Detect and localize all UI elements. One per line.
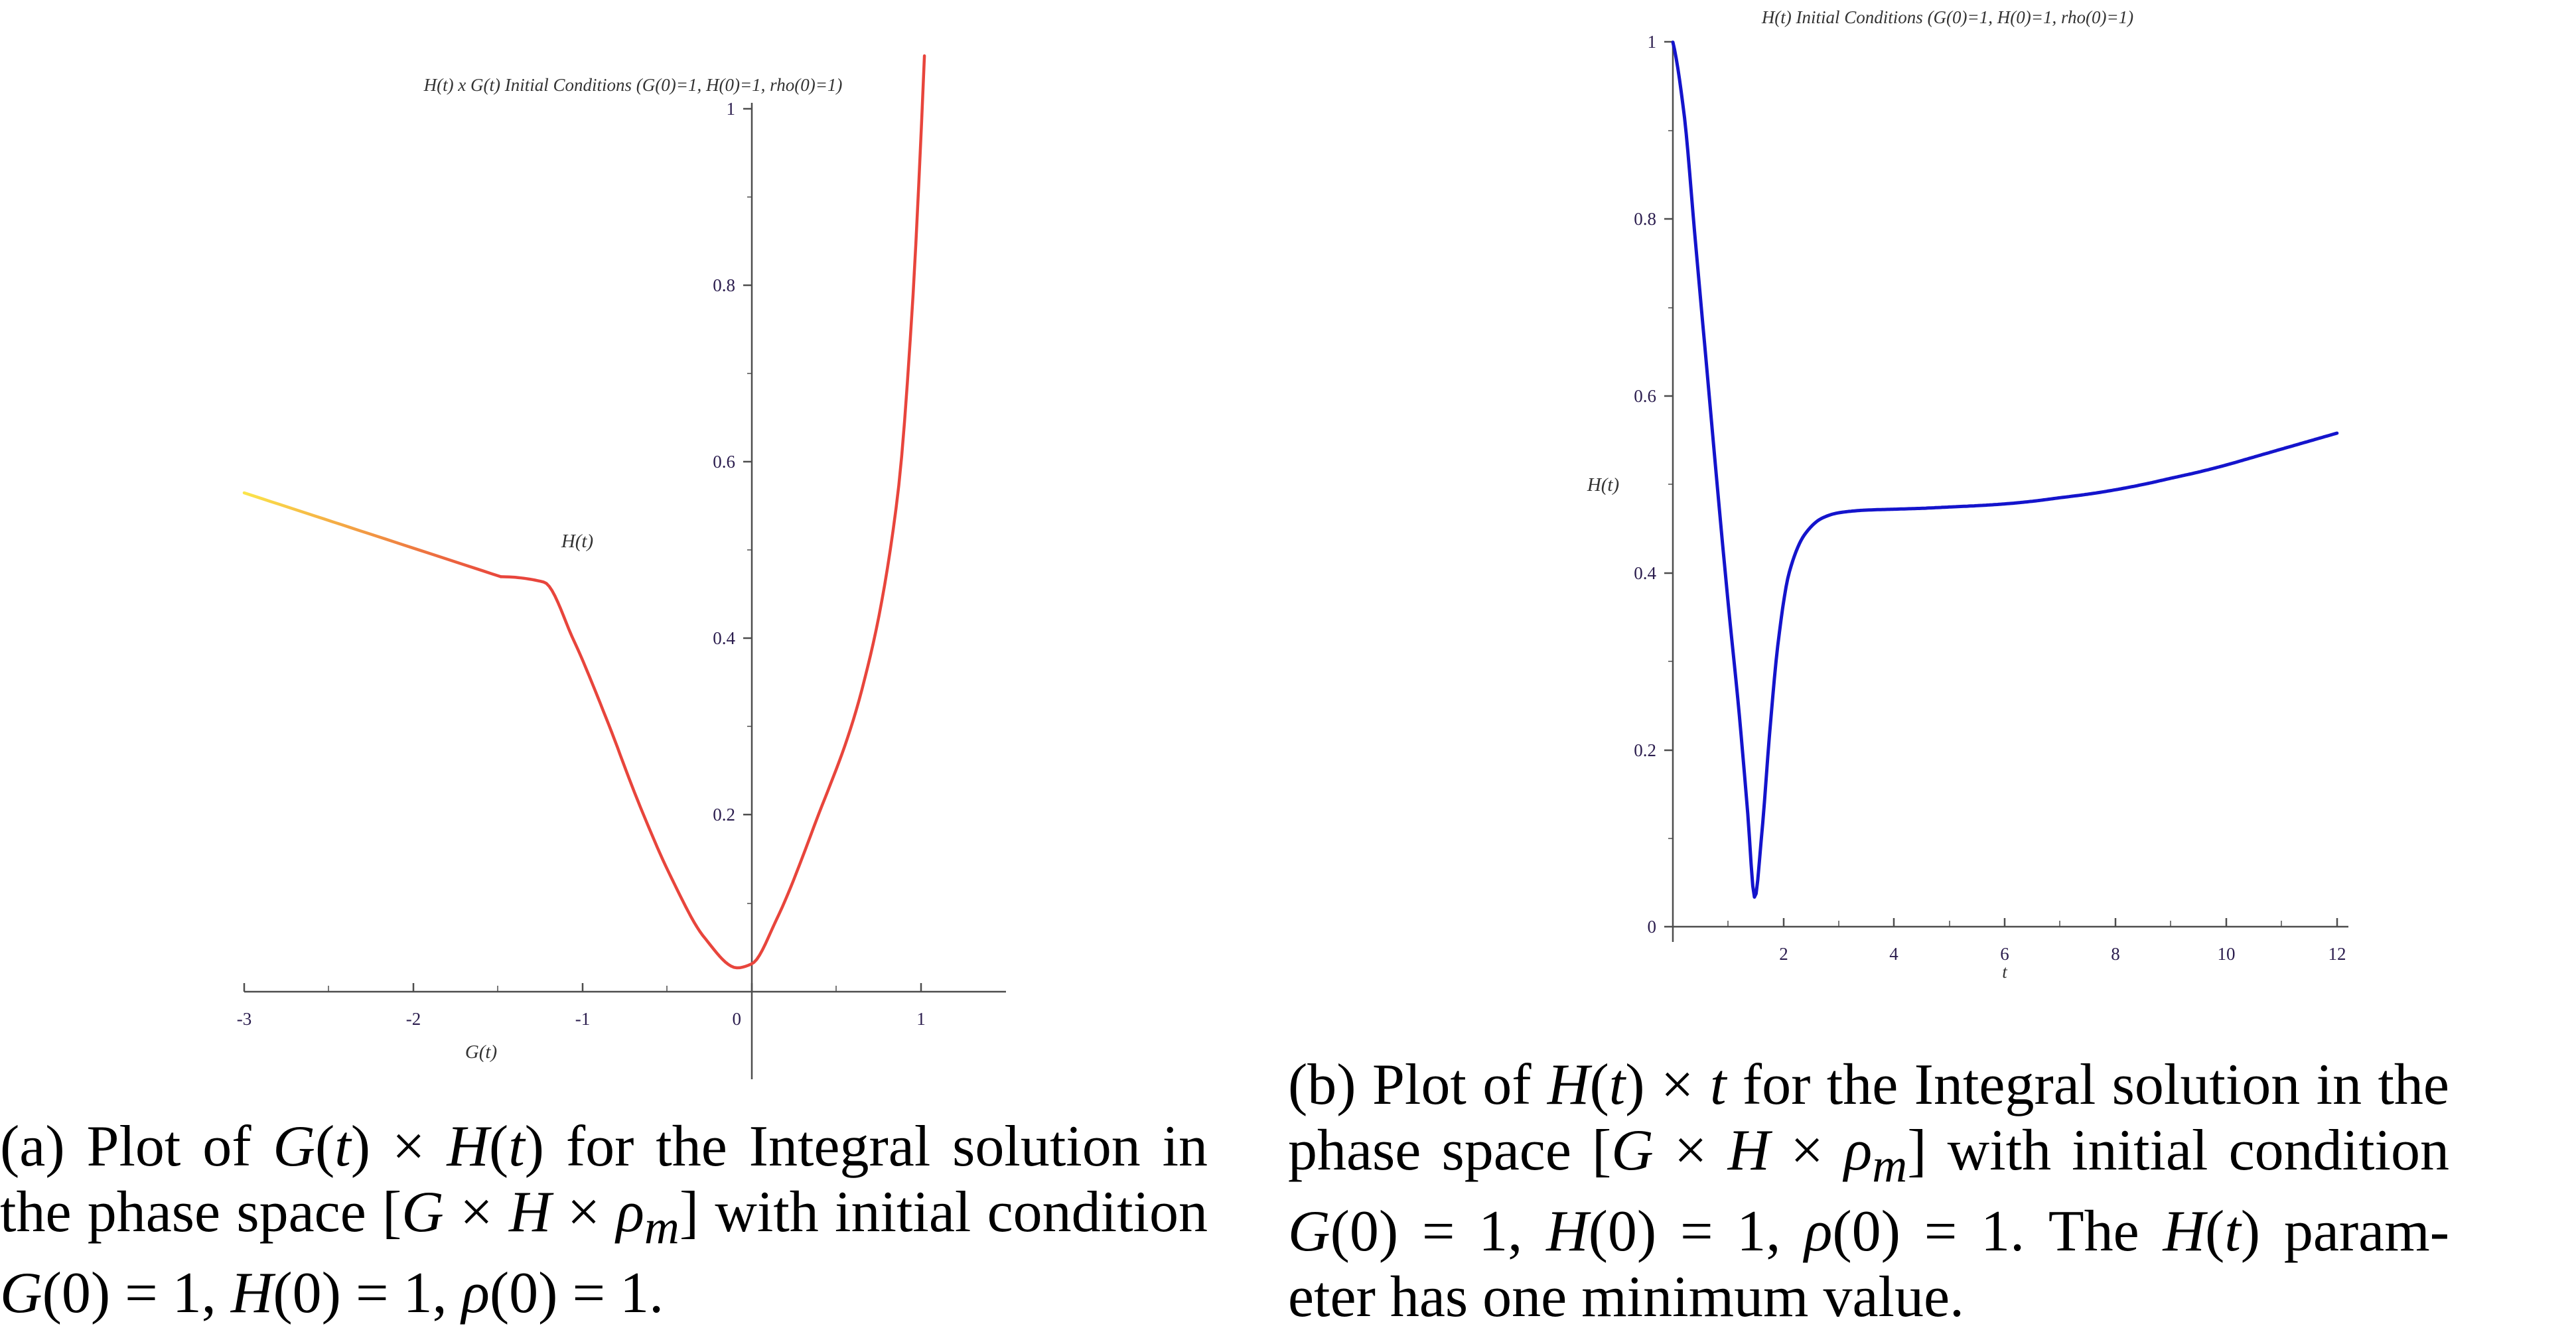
svg-text:H(t): H(t) xyxy=(561,531,593,552)
svg-text:0: 0 xyxy=(733,1009,742,1029)
svg-text:0.6: 0.6 xyxy=(1634,386,1656,406)
svg-text:H(t) Initial Conditions (G(0)=: H(t) Initial Conditions (G(0)=1, H(0)=1,… xyxy=(1761,7,2133,27)
svg-text:6: 6 xyxy=(2000,944,2009,964)
svg-text:1: 1 xyxy=(916,1009,926,1029)
svg-text:12: 12 xyxy=(2328,944,2346,964)
svg-text:0.4: 0.4 xyxy=(713,628,735,648)
svg-text:0.8: 0.8 xyxy=(713,275,735,295)
svg-text:10: 10 xyxy=(2218,944,2236,964)
svg-text:G(t): G(t) xyxy=(465,1041,497,1063)
svg-text:0.8: 0.8 xyxy=(1634,209,1656,229)
svg-text:2: 2 xyxy=(1779,944,1788,964)
svg-text:0.4: 0.4 xyxy=(1634,563,1656,583)
svg-text:0.2: 0.2 xyxy=(1634,740,1656,760)
svg-text:-3: -3 xyxy=(237,1009,252,1029)
svg-text:H(t): H(t) xyxy=(1587,474,1619,496)
svg-text:0.2: 0.2 xyxy=(713,805,735,825)
svg-text:8: 8 xyxy=(2111,944,2120,964)
svg-text:-1: -1 xyxy=(575,1009,591,1029)
svg-text:4: 4 xyxy=(1889,944,1898,964)
svg-text:0.6: 0.6 xyxy=(713,452,735,472)
svg-text:1: 1 xyxy=(727,99,736,119)
svg-text:0: 0 xyxy=(1648,917,1657,937)
svg-text:-2: -2 xyxy=(406,1009,421,1029)
svg-text:1: 1 xyxy=(1648,32,1657,52)
svg-text:t: t xyxy=(2002,962,2008,982)
svg-text:H(t) x G(t) Initial Conditions: H(t) x G(t) Initial Conditions (G(0)=1, … xyxy=(423,75,843,95)
